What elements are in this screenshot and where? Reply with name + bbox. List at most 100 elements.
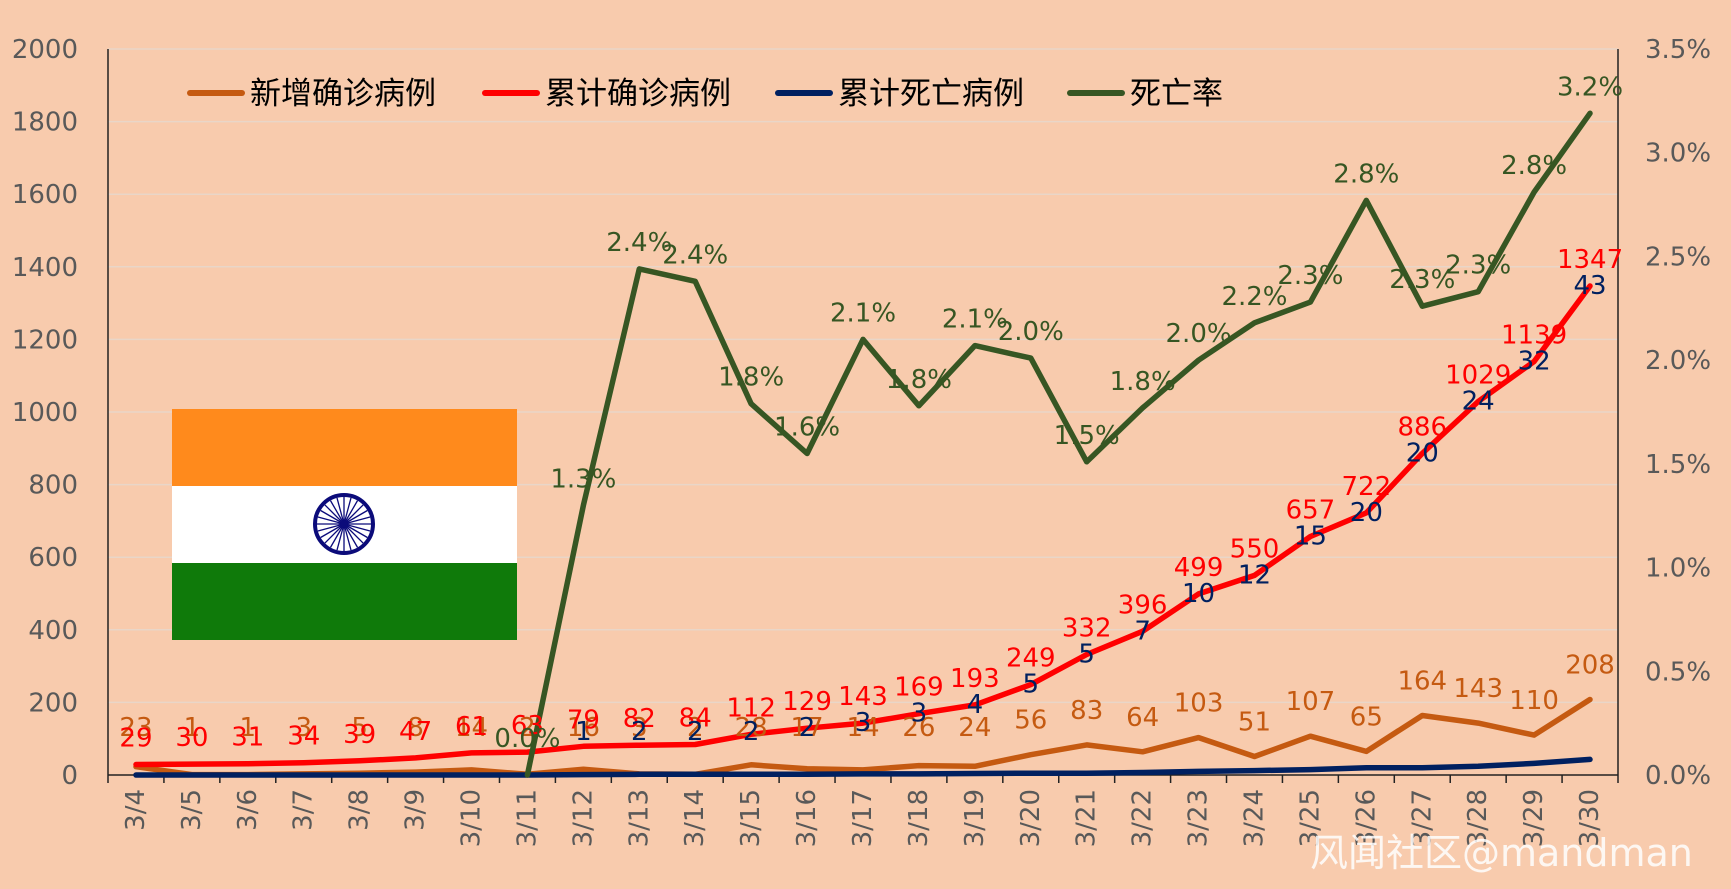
flag-green-band <box>172 563 517 640</box>
series-line <box>133 756 1593 778</box>
x-tick-label: 3/28 <box>1463 789 1493 847</box>
y-right-tick-label: 0.0% <box>1645 761 1711 791</box>
y-right-tick-label: 0.5% <box>1645 657 1711 687</box>
chakra-spoke <box>324 523 345 544</box>
data-label: 14 <box>846 713 879 743</box>
x-tick-label: 3/18 <box>904 789 934 847</box>
y-left-tick-label: 1000 <box>12 398 78 428</box>
legend-label: 新增确诊病例 <box>250 76 436 112</box>
x-tick-label: 3/27 <box>1407 789 1437 847</box>
data-label: 12 <box>1238 560 1271 590</box>
data-label: 396 <box>1118 590 1168 620</box>
data-label: 14 <box>455 713 488 743</box>
data-label: 886 <box>1397 412 1447 442</box>
chakra-ring <box>313 493 375 555</box>
data-label: 1139 <box>1501 321 1567 351</box>
x-tick-label: 3/19 <box>960 789 990 847</box>
series-line <box>524 110 1593 778</box>
data-label: 5 <box>351 713 368 743</box>
data-label: 2.4% <box>662 240 728 270</box>
data-label: 10 <box>1182 579 1215 609</box>
chakra-spoke <box>343 497 352 525</box>
x-tick-label: 3/11 <box>512 789 542 847</box>
legend-label: 累计确诊病例 <box>545 76 731 112</box>
data-label: 2.0% <box>1166 319 1232 349</box>
chakra-spoke <box>329 523 345 548</box>
x-tick-label: 3/8 <box>345 789 375 831</box>
data-label: 2.8% <box>1501 151 1567 181</box>
data-label: 657 <box>1286 496 1336 526</box>
data-label: 2.3% <box>1445 251 1511 281</box>
y-left-tick-label: 1200 <box>12 325 78 355</box>
data-label: 1.5% <box>1054 421 1120 451</box>
data-label: 2.2% <box>1221 282 1287 312</box>
data-label: 2.8% <box>1333 159 1399 189</box>
data-label: 39 <box>343 720 376 750</box>
x-tick-label: 3/21 <box>1072 789 1102 847</box>
data-label: 2 <box>631 717 648 747</box>
x-tick-label: 3/9 <box>401 789 431 831</box>
data-label: 143 <box>1453 674 1503 704</box>
legend: 新增确诊病例 累计确诊病例 累计死亡病例 死亡率 <box>187 76 1223 112</box>
y-right-tick-label: 3.5% <box>1645 35 1711 65</box>
series-line <box>133 283 1593 768</box>
y-right-tick-label: 2.0% <box>1645 346 1711 376</box>
legend-label: 死亡率 <box>1130 76 1223 112</box>
data-label: 7 <box>1134 616 1151 646</box>
data-label: 16 <box>567 713 600 743</box>
y-left-tick-label: 600 <box>28 543 78 573</box>
data-label: 20 <box>1406 438 1439 468</box>
x-tick-label: 3/12 <box>568 789 598 847</box>
data-label: 79 <box>567 705 600 735</box>
data-label: 23 <box>119 713 152 743</box>
data-label: 24 <box>958 713 991 743</box>
data-label: 2.0% <box>998 317 1064 347</box>
data-label: 1 <box>575 717 592 747</box>
chakra-spoke <box>343 523 352 551</box>
y-right-tick-label: 2.5% <box>1645 242 1711 272</box>
x-tick-label: 3/4 <box>121 789 151 831</box>
data-label: 143 <box>838 682 888 712</box>
data-label: 84 <box>679 704 712 734</box>
data-label: 1029 <box>1445 360 1511 390</box>
data-label: 208 <box>1565 650 1615 680</box>
y-left-tick-label: 0 <box>61 761 78 791</box>
data-label: 51 <box>1238 707 1271 737</box>
chakra-spoke <box>343 523 364 544</box>
data-label: 110 <box>1509 686 1559 716</box>
data-label: 550 <box>1230 534 1280 564</box>
y-left-tick-label: 200 <box>28 688 78 718</box>
x-tick-label: 3/24 <box>1239 789 1269 847</box>
data-label: 1347 <box>1557 245 1623 275</box>
legend-label: 累计死亡病例 <box>838 76 1024 112</box>
y-left-tick-label: 800 <box>28 471 78 501</box>
x-tick-label: 3/10 <box>457 789 487 847</box>
x-tick-label: 3/17 <box>848 789 878 847</box>
chakra-spoke <box>336 523 345 551</box>
x-tick-label: 3/16 <box>792 789 822 847</box>
data-label: 2.1% <box>830 298 896 328</box>
data-label: 65 <box>1350 702 1383 732</box>
x-tick-label: 3/6 <box>233 789 263 831</box>
chakra-spoke <box>336 497 345 525</box>
data-label: 29 <box>119 723 152 753</box>
data-label: 3 <box>295 713 312 743</box>
data-label: 17 <box>791 713 824 743</box>
data-label: 2 <box>799 713 816 743</box>
x-tick-label: 3/22 <box>1128 789 1158 847</box>
chakra-spoke <box>320 523 345 539</box>
x-tick-label: 3/29 <box>1519 789 1549 847</box>
data-label: 1.8% <box>886 365 952 395</box>
data-label: 2.3% <box>1389 265 1455 295</box>
data-label: 4 <box>967 690 984 720</box>
data-label: 3 <box>855 708 872 738</box>
x-tick-label: 3/30 <box>1575 789 1605 847</box>
data-label: 103 <box>1174 689 1224 719</box>
x-tick-label: 3/7 <box>289 789 319 831</box>
data-label: 107 <box>1286 687 1336 717</box>
data-label: 2 <box>687 717 704 747</box>
data-label: 2.1% <box>942 305 1008 335</box>
chakra-spoke <box>320 509 345 525</box>
data-label: 47 <box>399 717 432 747</box>
data-label: 0.0% <box>494 724 560 754</box>
